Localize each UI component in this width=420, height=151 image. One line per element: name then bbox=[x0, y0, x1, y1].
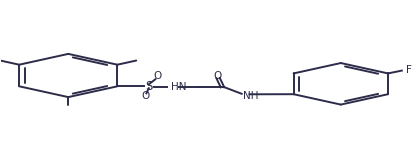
Text: O: O bbox=[154, 71, 162, 82]
Text: O: O bbox=[141, 91, 149, 101]
Text: NH: NH bbox=[243, 91, 258, 101]
Text: HN: HN bbox=[171, 82, 186, 92]
Text: F: F bbox=[406, 65, 412, 75]
Text: O: O bbox=[213, 71, 222, 81]
Text: S: S bbox=[145, 80, 152, 93]
